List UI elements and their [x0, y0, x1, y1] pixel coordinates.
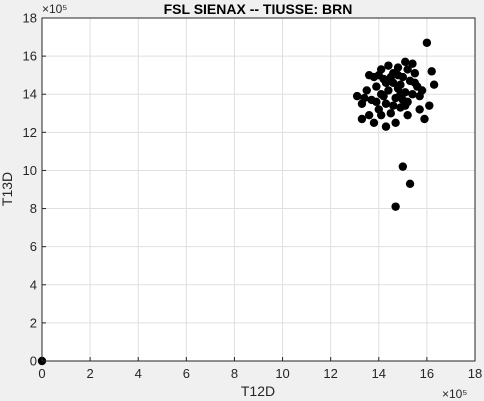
scatter-point: [415, 105, 424, 114]
y-tick-label: 10: [23, 163, 37, 178]
scatter-point: [372, 97, 381, 107]
x-tick-label: 14: [372, 366, 386, 381]
plot-border: [41, 17, 476, 362]
y-tick-label: 2: [30, 315, 37, 330]
scatter-point: [405, 179, 415, 188]
scatter-point: [408, 90, 417, 99]
scatter-point: [396, 90, 405, 99]
x-tick-label: 4: [135, 366, 142, 381]
scatter-point: [381, 78, 391, 87]
scatter-point: [389, 69, 398, 78]
scatter-point: [384, 61, 393, 70]
x-tick-label: 18: [468, 366, 482, 381]
y-tick-label: 6: [30, 239, 37, 254]
y-tick-label: 4: [30, 277, 37, 292]
x-tick-label: 12: [323, 366, 337, 381]
scatter-point: [391, 118, 400, 128]
x-tick-label: 2: [86, 366, 93, 381]
scatter-point: [422, 38, 432, 47]
scatter-points: [37, 38, 439, 366]
x-tick-label: 0: [38, 366, 45, 381]
y-tick-label: 12: [23, 125, 37, 140]
x-tick-label: 8: [231, 366, 238, 381]
scatter-point: [417, 86, 427, 95]
scatter-point: [420, 114, 429, 124]
scatter-point: [389, 101, 398, 110]
y-tick-label: 8: [30, 201, 37, 216]
scatter-point: [403, 110, 412, 120]
scatter-point: [410, 78, 420, 87]
y-axis-exponent: ×10⁵: [42, 2, 67, 16]
scatter-point: [386, 109, 396, 118]
scatter-point: [396, 80, 405, 89]
scatter-point: [376, 110, 386, 120]
scatter-point: [369, 118, 379, 128]
scatter-point: [403, 65, 412, 74]
scatter-point: [425, 101, 434, 110]
scatter-point: [429, 80, 439, 89]
x-tick-label: 16: [420, 366, 434, 381]
scatter-point: [379, 91, 388, 101]
scatter-point: [357, 114, 367, 124]
y-tick-label: 16: [23, 49, 37, 64]
scatter-point: [408, 59, 417, 68]
scatter-point: [372, 82, 381, 91]
y-tick-label: 0: [30, 354, 37, 369]
scatter-point: [352, 91, 362, 101]
scatter-point: [381, 122, 391, 131]
scatter-point: [391, 202, 400, 211]
scatter-point: [381, 99, 391, 108]
scatter-point: [384, 86, 393, 95]
scatter-point: [374, 70, 383, 80]
scatter-point: [360, 93, 369, 103]
x-axis-exponent: ×10⁵: [442, 387, 467, 401]
x-tick-label: 10: [275, 366, 289, 381]
scatter-point: [401, 57, 410, 67]
scatter-point: [393, 63, 403, 72]
scatter-point: [364, 110, 374, 120]
x-axis-label: T12D: [241, 383, 275, 399]
chart-title: FSL SIENAX -- TIUSSE: BRN: [164, 1, 353, 17]
axis-ticks: 0 2 4 6 8 10 12 14 16 18 0 2 4 6 8 10 12 14 16 18: [23, 11, 483, 382]
scatter-point: [362, 86, 371, 95]
scatter-point: [410, 69, 420, 78]
scatter-point: [401, 101, 410, 110]
x-tick-label: 6: [183, 366, 190, 381]
y-tick-label: 14: [23, 87, 37, 102]
scatter-point: [427, 67, 436, 76]
y-axis-label: T13D: [0, 172, 15, 206]
scatter-point: [398, 162, 408, 171]
y-tick-label: 18: [23, 11, 37, 26]
